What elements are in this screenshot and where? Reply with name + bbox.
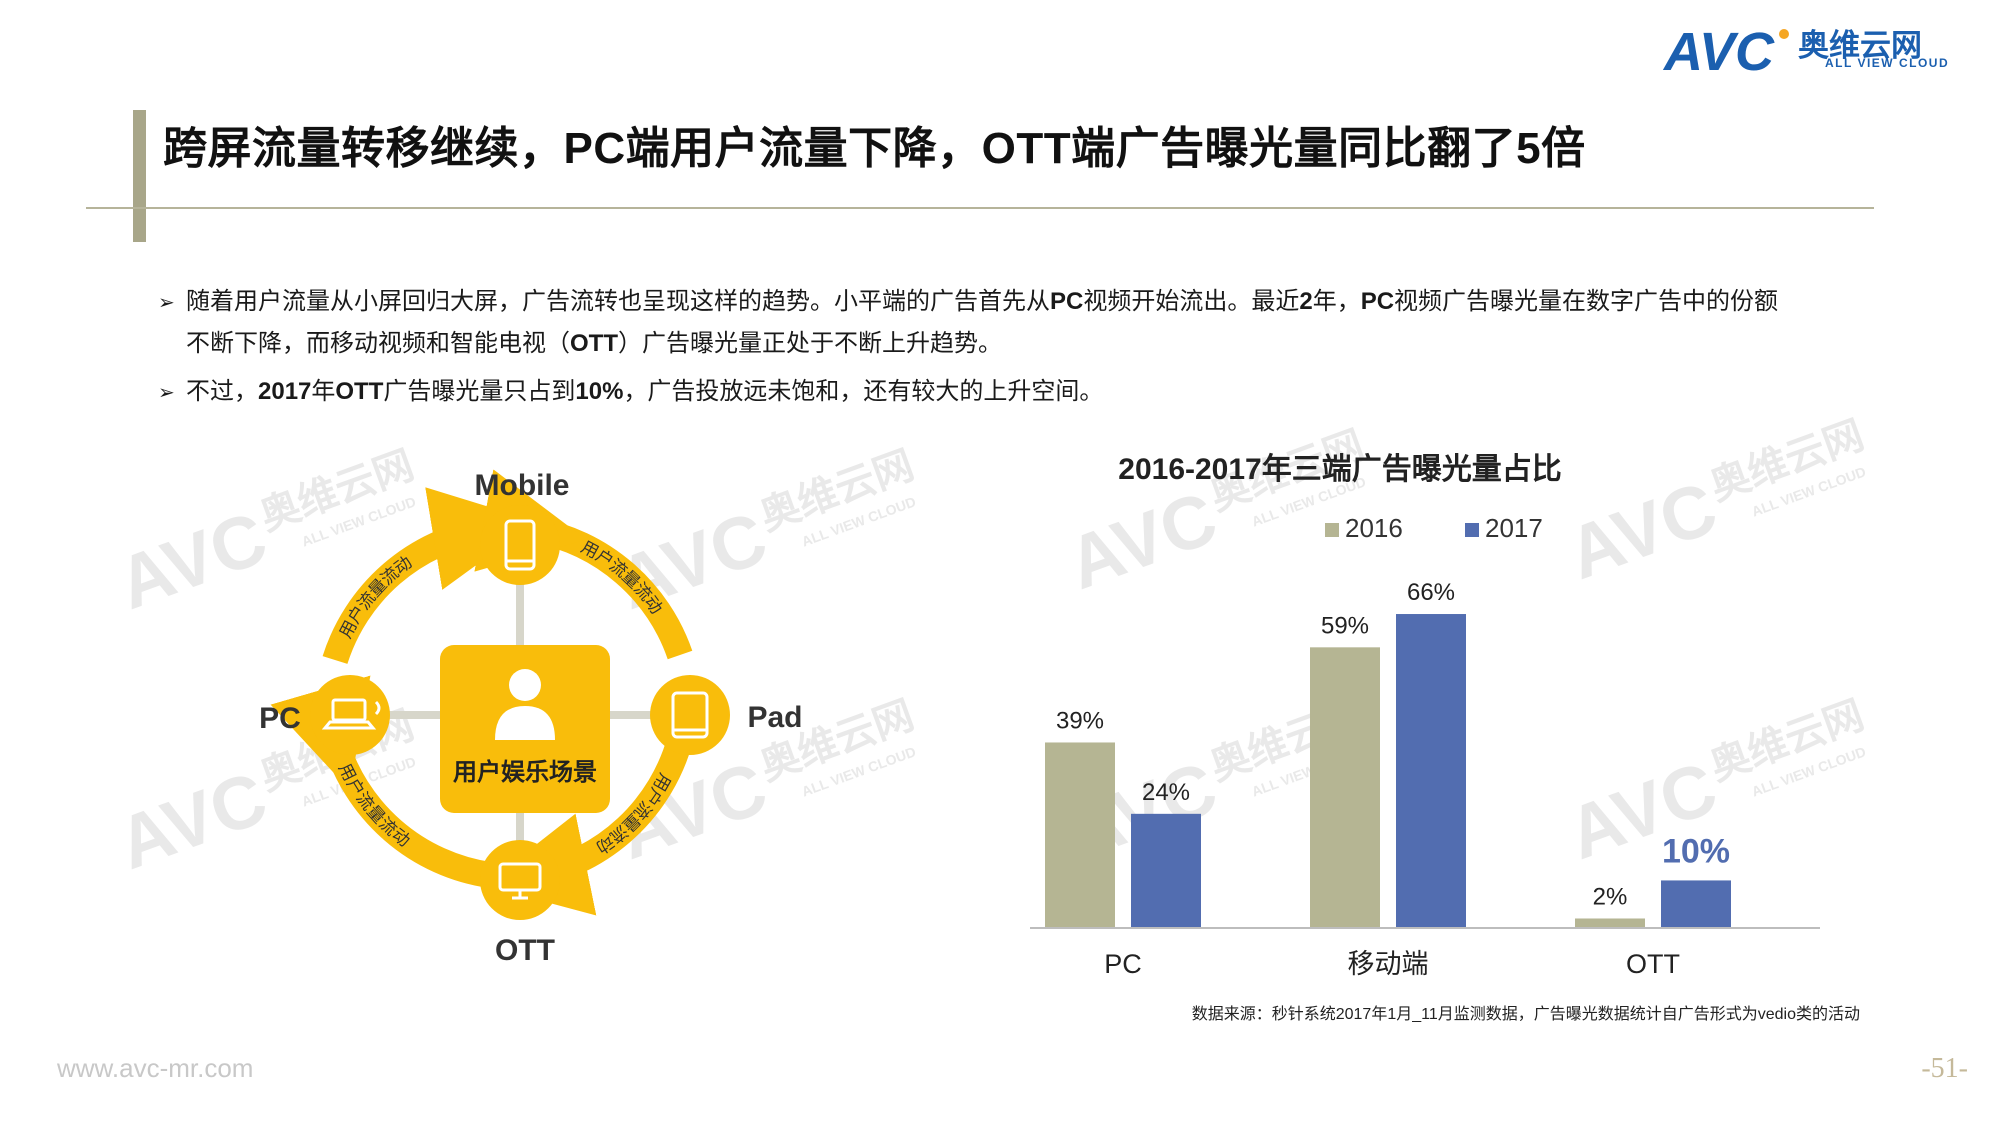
bullet-1: ➢ 随着用户流量从小屏回归大屏，广告流转也呈现这样的趋势。小平端的广告首先从PC视…	[158, 281, 1778, 324]
pad-label: Pad	[747, 701, 802, 734]
footer-url[interactable]: www.avc-mr.com	[57, 1053, 254, 1083]
data-label-1-1: 66%	[1407, 579, 1455, 606]
svg-text:用户流量流动: 用户流量流动	[336, 553, 416, 642]
x-tick-label-1: 移动端	[1348, 949, 1429, 979]
pc-node	[310, 675, 390, 755]
mobile-icon	[504, 519, 536, 571]
laptop-icon	[321, 698, 381, 730]
x-tick-label-0: PC	[1104, 949, 1142, 979]
mobile-label: Mobile	[475, 469, 570, 502]
x-axis-ticks: PC 移动端 OTT	[1104, 949, 1680, 979]
flow-arrow-pc-mobile	[335, 530, 485, 660]
x-tick-label-2: OTT	[1626, 949, 1680, 979]
page-number: -51-	[1921, 1053, 1968, 1084]
bar-1-1	[1396, 614, 1466, 928]
chart-legend: 2016 2017	[1325, 513, 1543, 543]
tablet-icon	[671, 691, 709, 739]
avc-logo: AVC 奥维云网 ALL VIEW CLOUD	[1662, 20, 1972, 76]
logo-en: ALL VIEW CLOUD	[1825, 56, 1950, 70]
legend-swatch-2016	[1325, 523, 1339, 537]
chart-source: 数据来源：秒针系统2017年1月_11月监测数据，广告曝光数据统计自广告形式为v…	[1191, 1006, 1860, 1023]
flow-label-3: 用户流量流动	[335, 760, 414, 850]
bullet-arrow-icon: ➢	[158, 292, 175, 314]
svg-text:奥维云网: 奥维云网	[1704, 413, 1869, 509]
flow-label-1: 用户流量流动	[336, 553, 416, 642]
avc-logo-mark: AVC	[1662, 22, 1789, 76]
pad-node	[650, 675, 730, 755]
page-title: 跨屏流量转移继续，PC端用户流量下降，OTT端广告曝光量同比翻了5倍	[163, 124, 1586, 173]
user-icon	[495, 669, 555, 740]
bullet-1-line-2: 不断下降，而移动视频和智能电视（OTT）广告曝光量正处于不断上升趋势。	[186, 330, 1002, 357]
bar-0-1	[1131, 813, 1201, 928]
logo-cn: 奥维云网	[1798, 28, 1922, 63]
legend-label-2016: 2016	[1345, 513, 1403, 543]
pc-label: PC	[259, 702, 301, 735]
title-accent-bar	[133, 110, 146, 242]
data-label-0-0: 39%	[1056, 707, 1104, 734]
bar-1-0	[1310, 647, 1380, 928]
bar-chart: 2016 2017 39% 24% 59% 66% 2% 10% PC 移动端 OTT	[1030, 513, 1820, 979]
title-divider	[86, 207, 1874, 209]
legend-swatch-2017	[1465, 523, 1479, 537]
bullet-arrow-icon: ➢	[158, 382, 175, 404]
cross-screen-diagram: 用户流量流动 用户流量流动 用户流量流动 用户流量流动 用户娱乐场景 Mobil…	[259, 469, 802, 967]
center-label: 用户娱乐场景	[453, 758, 597, 786]
svg-text:用户流量流动: 用户流量流动	[335, 760, 414, 850]
bar-0-0	[1045, 742, 1115, 928]
data-label-1-0: 59%	[1321, 612, 1369, 639]
bar-2-0	[1575, 918, 1645, 928]
legend-label-2017: 2017	[1485, 513, 1543, 543]
chart-bars: 39% 24% 59% 66% 2% 10%	[1045, 579, 1731, 928]
mobile-node	[480, 505, 560, 585]
svg-text:用户流量流动: 用户流量流动	[578, 537, 666, 617]
ott-label: OTT	[495, 934, 555, 967]
bullet-2: ➢ 不过，2017年OTT广告曝光量只占到10%，广告投放远未饱和，还有较大的上升…	[158, 371, 1103, 414]
data-label-2-1: 10%	[1662, 832, 1730, 870]
bar-2-1	[1661, 880, 1731, 928]
data-label-0-1: 24%	[1142, 779, 1190, 806]
svg-text:AVC: AVC	[1662, 22, 1775, 76]
ott-node	[480, 840, 560, 920]
flow-label-2: 用户流量流动	[578, 537, 666, 617]
data-label-2-0: 2%	[1593, 883, 1628, 910]
chart-title: 2016-2017年三端广告曝光量占比	[1118, 453, 1562, 486]
tv-icon	[498, 862, 542, 900]
